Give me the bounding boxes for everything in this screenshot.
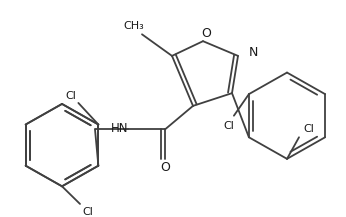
- Text: O: O: [160, 161, 170, 174]
- Text: Cl: Cl: [224, 120, 234, 130]
- Text: Cl: Cl: [83, 207, 93, 217]
- Text: HN: HN: [111, 122, 129, 135]
- Text: N: N: [248, 46, 258, 59]
- Text: Cl: Cl: [65, 91, 76, 101]
- Text: Cl: Cl: [303, 124, 315, 134]
- Text: O: O: [201, 27, 211, 40]
- Text: CH₃: CH₃: [124, 21, 144, 31]
